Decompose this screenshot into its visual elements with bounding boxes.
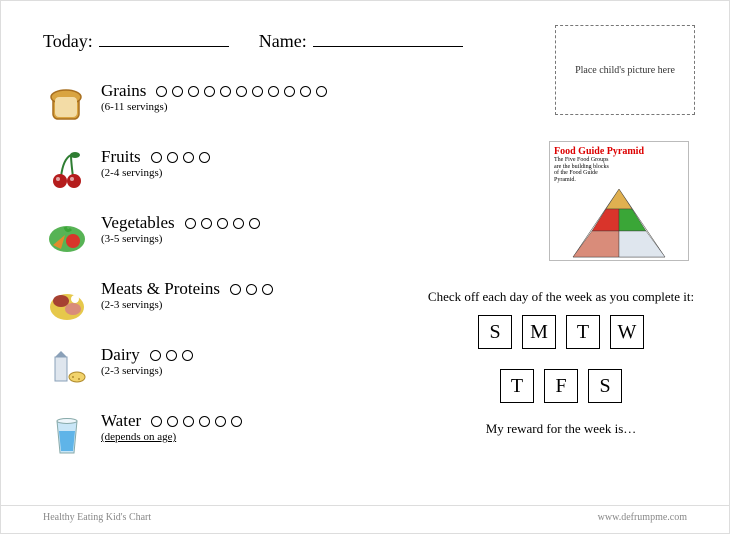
week-checkoff-section: Check off each day of the week as you co… [421,289,701,437]
serving-circle[interactable] [201,218,212,229]
serving-circle[interactable] [199,152,210,163]
category-name: Fruits [101,147,141,167]
category-servings: (2-3 servings) [101,299,273,311]
day-checkbox[interactable]: W [610,315,644,349]
category-text: Dairy(2-3 servings) [101,345,193,377]
picture-placeholder-text: Place child's picture here [575,65,675,76]
category-servings: (depends on age) [101,431,242,443]
serving-circle[interactable] [199,416,210,427]
serving-circles [230,284,273,295]
pyramid-title: Food Guide Pyramid [554,146,684,157]
serving-circle[interactable] [182,350,193,361]
bread-icon [43,81,91,129]
category-name: Grains [101,81,146,101]
cherries-icon [43,147,91,195]
day-checkbox[interactable]: S [588,369,622,403]
serving-circle[interactable] [150,350,161,361]
category-text: Fruits(2-4 servings) [101,147,210,179]
serving-circles [185,218,260,229]
days-grid: SMTWTFS [421,315,701,403]
today-label: Today: [43,31,93,52]
category-servings: (6-11 servings) [101,101,327,113]
footer-right: www.defrumpme.com [598,512,687,523]
week-instruction: Check off each day of the week as you co… [421,289,701,305]
serving-circle[interactable] [284,86,295,97]
reward-text: My reward for the week is… [421,421,701,437]
serving-circle[interactable] [246,284,257,295]
day-checkbox[interactable]: S [478,315,512,349]
category-servings: (2-4 servings) [101,167,210,179]
day-checkbox[interactable]: T [500,369,534,403]
serving-circle[interactable] [236,86,247,97]
serving-circle[interactable] [167,152,178,163]
name-blank-line[interactable] [313,29,463,47]
category-row: Dairy(2-3 servings) [43,345,423,393]
serving-circle[interactable] [166,350,177,361]
category-row: Vegetables(3-5 servings) [43,213,423,261]
serving-circle[interactable] [183,416,194,427]
serving-circle[interactable] [151,152,162,163]
serving-circle[interactable] [268,86,279,97]
serving-circle[interactable] [172,86,183,97]
today-blank-line[interactable] [99,29,229,47]
serving-circle[interactable] [204,86,215,97]
category-name: Vegetables [101,213,175,233]
name-label: Name: [259,31,307,52]
food-guide-pyramid-image: Food Guide Pyramid The Five Food Groups … [549,141,689,261]
serving-circle[interactable] [183,152,194,163]
footer-left: Healthy Eating Kid's Chart [43,512,151,523]
category-row: Fruits(2-4 servings) [43,147,423,195]
category-row: Meats & Proteins(2-3 servings) [43,279,423,327]
serving-circle[interactable] [249,218,260,229]
serving-circle[interactable] [300,86,311,97]
serving-circle[interactable] [188,86,199,97]
header-row: Today: Name: [43,29,463,52]
serving-circle[interactable] [231,416,242,427]
picture-placeholder-box: Place child's picture here [555,25,695,115]
pyramid-icon [564,185,674,263]
serving-circle[interactable] [151,416,162,427]
serving-circles [151,152,210,163]
food-categories-list: Grains(6-11 servings) Fruits(2-4 servings… [43,81,423,477]
serving-circle[interactable] [252,86,263,97]
serving-circles [150,350,193,361]
serving-circle[interactable] [167,416,178,427]
serving-circle[interactable] [215,416,226,427]
category-text: Meats & Proteins(2-3 servings) [101,279,273,311]
category-name: Dairy [101,345,140,365]
serving-circle[interactable] [230,284,241,295]
pyramid-subtitle: The Five Food Groups are the building bl… [554,157,614,183]
category-row: Water(depends on age) [43,411,423,459]
footer: Healthy Eating Kid's Chart www.defrumpme… [1,505,729,523]
serving-circle[interactable] [316,86,327,97]
category-row: Grains(6-11 servings) [43,81,423,129]
day-checkbox[interactable]: F [544,369,578,403]
dairy-icon [43,345,91,393]
serving-circle[interactable] [217,218,228,229]
serving-circles [156,86,327,97]
category-text: Water(depends on age) [101,411,242,443]
category-text: Grains(6-11 servings) [101,81,327,113]
category-servings: (3-5 servings) [101,233,260,245]
serving-circle[interactable] [185,218,196,229]
serving-circle[interactable] [233,218,244,229]
veggies-icon [43,213,91,261]
serving-circles [151,416,242,427]
serving-circle[interactable] [262,284,273,295]
serving-circle[interactable] [156,86,167,97]
category-name: Meats & Proteins [101,279,220,299]
water-icon [43,411,91,459]
serving-circle[interactable] [220,86,231,97]
category-text: Vegetables(3-5 servings) [101,213,260,245]
category-servings: (2-3 servings) [101,365,193,377]
day-checkbox[interactable]: M [522,315,556,349]
category-name: Water [101,411,141,431]
meat-icon [43,279,91,327]
day-checkbox[interactable]: T [566,315,600,349]
